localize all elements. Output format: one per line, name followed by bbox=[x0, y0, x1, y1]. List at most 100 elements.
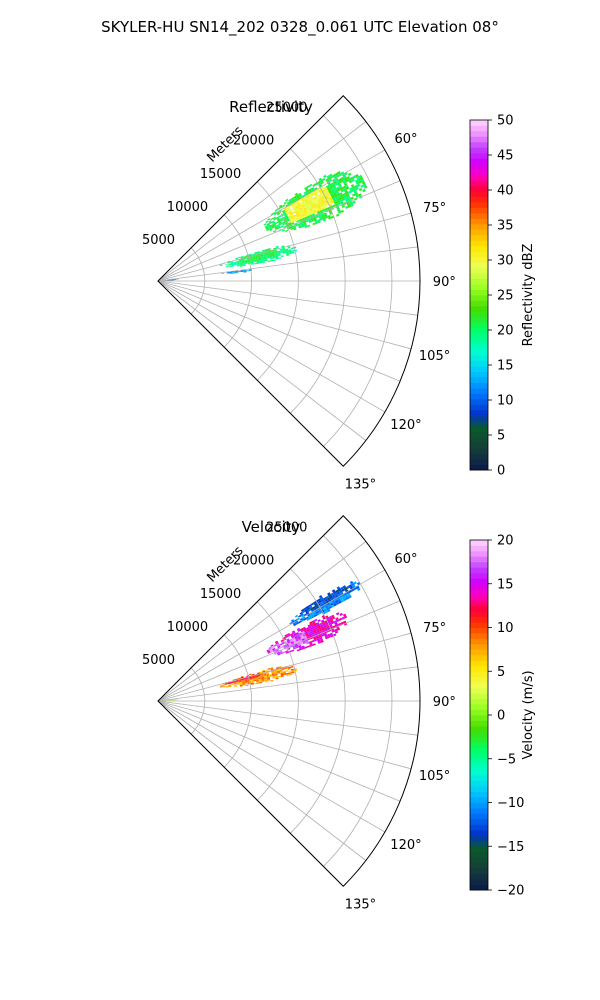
data-cell bbox=[290, 220, 294, 224]
data-cell bbox=[353, 581, 357, 585]
data-cell bbox=[273, 670, 277, 672]
data-cell bbox=[294, 208, 298, 212]
data-cell bbox=[258, 677, 262, 680]
data-cell bbox=[236, 260, 239, 263]
data-cell bbox=[270, 212, 274, 216]
colorbar-segment bbox=[470, 698, 488, 705]
data-cell bbox=[350, 196, 354, 200]
data-cell bbox=[289, 638, 293, 642]
data-cell bbox=[307, 193, 312, 196]
data-cell bbox=[328, 615, 332, 619]
colorbar-segment bbox=[470, 185, 488, 192]
panel-reflectivity: Reflectivity 5000 10000 15000 20000 25000 60° 7… bbox=[142, 95, 536, 492]
data-cell bbox=[273, 211, 277, 215]
data-cell bbox=[261, 257, 265, 259]
data-cell bbox=[298, 204, 302, 208]
data-cell bbox=[253, 260, 257, 263]
data-cell bbox=[311, 199, 315, 203]
data-cell bbox=[291, 630, 295, 634]
data-cell bbox=[256, 251, 260, 253]
data-cell bbox=[334, 628, 338, 632]
data-cell bbox=[278, 204, 283, 208]
data-cell bbox=[323, 206, 328, 209]
data-cell bbox=[245, 682, 248, 684]
data-cell bbox=[317, 609, 322, 613]
data-cell bbox=[324, 214, 328, 217]
data-cell bbox=[314, 618, 318, 622]
data-cell bbox=[311, 193, 315, 197]
data-cell bbox=[251, 683, 254, 685]
data-cell bbox=[277, 219, 281, 222]
data-cell bbox=[320, 608, 324, 612]
data-cell bbox=[277, 671, 281, 674]
colorbar-segment bbox=[470, 632, 488, 639]
data-cell bbox=[340, 599, 345, 603]
colorbar-tick-label: −5 bbox=[497, 752, 516, 767]
colorbar-segment bbox=[470, 420, 488, 427]
data-cell bbox=[271, 226, 275, 229]
data-cell bbox=[327, 214, 331, 218]
colorbar-segment bbox=[470, 769, 488, 776]
colorbar-segment bbox=[470, 660, 488, 667]
data-cell bbox=[322, 218, 327, 222]
colorbar-segment bbox=[470, 709, 488, 716]
data-cell bbox=[295, 211, 299, 215]
data-cell bbox=[340, 591, 344, 596]
data-cell bbox=[295, 644, 299, 648]
data-cell bbox=[257, 672, 260, 674]
data-cell bbox=[311, 620, 315, 623]
data-cell bbox=[268, 251, 272, 254]
data-cell bbox=[261, 258, 265, 260]
data-cell bbox=[301, 608, 305, 612]
data-cell bbox=[342, 585, 347, 589]
data-cell bbox=[305, 610, 309, 614]
data-cell bbox=[329, 173, 333, 177]
data-cell bbox=[341, 178, 346, 182]
data-cell bbox=[295, 639, 299, 642]
colorbar-segment bbox=[470, 234, 488, 241]
data-cell bbox=[341, 198, 346, 202]
data-cell bbox=[315, 221, 319, 225]
colorbar-tick-label: 30 bbox=[497, 254, 514, 269]
data-cell bbox=[294, 202, 298, 206]
data-cell bbox=[295, 205, 299, 209]
data-cell bbox=[335, 601, 340, 605]
data-cell bbox=[239, 681, 242, 683]
data-cell bbox=[279, 217, 283, 221]
data-cell bbox=[285, 198, 289, 202]
data-cell bbox=[267, 248, 271, 250]
data-cell bbox=[321, 598, 325, 602]
data-cell bbox=[290, 214, 294, 217]
grid-spoke bbox=[157, 280, 367, 441]
data-cell bbox=[288, 216, 292, 220]
data-cell bbox=[280, 251, 283, 254]
data-cell bbox=[303, 617, 307, 621]
data-cell bbox=[239, 262, 243, 265]
data-cell bbox=[303, 628, 307, 632]
data-cell bbox=[252, 258, 256, 261]
data-cell bbox=[250, 259, 254, 261]
data-cell bbox=[323, 174, 327, 178]
data-cell bbox=[315, 207, 319, 211]
data-cell bbox=[276, 643, 280, 646]
data-cell bbox=[261, 260, 265, 262]
data-cell bbox=[299, 195, 304, 199]
data-cell bbox=[340, 209, 344, 213]
data-cell bbox=[279, 248, 283, 251]
colorbar-segment bbox=[470, 791, 488, 798]
data-cell bbox=[265, 252, 269, 255]
data-cell bbox=[295, 218, 299, 222]
data-cell bbox=[273, 212, 277, 216]
grid-spoke bbox=[157, 600, 401, 702]
data-cell bbox=[311, 639, 315, 643]
data-cell bbox=[293, 214, 297, 217]
data-cell bbox=[306, 634, 310, 638]
data-cell bbox=[259, 260, 262, 263]
data-cell bbox=[317, 219, 321, 222]
data-cell bbox=[248, 254, 252, 257]
data-cell bbox=[265, 669, 269, 672]
data-cell bbox=[334, 201, 338, 205]
data-cell bbox=[320, 213, 325, 217]
data-cell bbox=[272, 254, 276, 257]
